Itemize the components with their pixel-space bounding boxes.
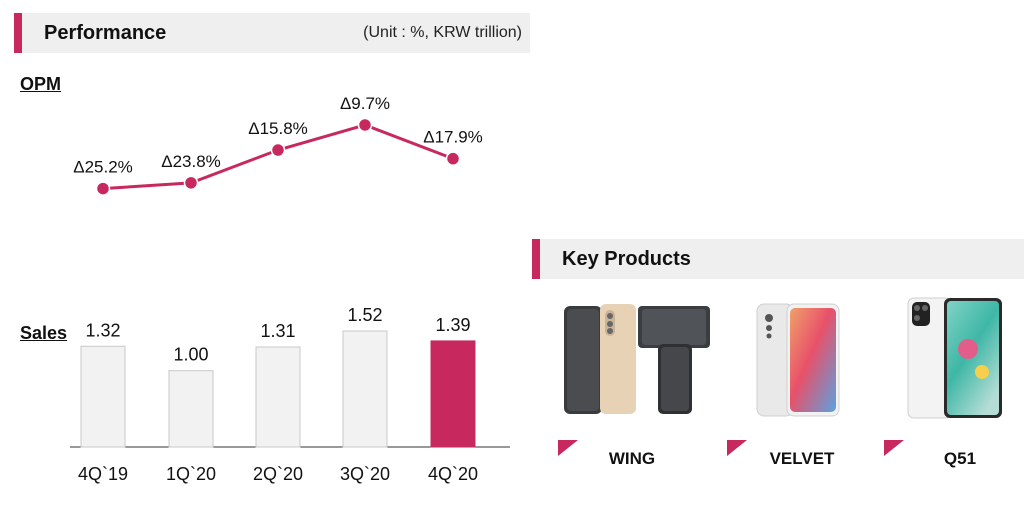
opm-data-label: Δ25.2% xyxy=(73,158,133,177)
q51-phone-image xyxy=(907,297,1002,419)
sales-tick-label: 4Q`19 xyxy=(78,464,128,484)
header-accent-bar xyxy=(14,13,22,53)
key-products-title: Key Products xyxy=(562,247,691,270)
opm-point xyxy=(357,117,373,133)
sales-tick-label: 4Q`20 xyxy=(428,464,478,484)
velvet-marker-icon xyxy=(727,440,747,456)
opm-point xyxy=(183,175,199,191)
performance-header: Performance (Unit : %, KRW trillion) xyxy=(14,13,530,53)
q51-marker-icon xyxy=(884,440,904,456)
header-accent-bar xyxy=(532,239,540,279)
sales-data-label: 1.00 xyxy=(173,345,208,365)
sales-bar xyxy=(80,345,126,448)
sales-tick-label: 2Q`20 xyxy=(253,464,303,484)
velvet-phone-image xyxy=(756,303,840,417)
opm-data-label: Δ9.7% xyxy=(340,94,390,113)
opm-chart-title: OPM xyxy=(20,74,62,94)
sales-data-label: 1.52 xyxy=(347,305,382,325)
sales-chart-title: Sales xyxy=(20,323,68,343)
wing-phone-image xyxy=(564,304,710,414)
opm-data-label: Δ23.8% xyxy=(161,152,221,171)
sales-bar xyxy=(342,330,388,448)
unit-note: (Unit : %, KRW trillion) xyxy=(363,24,522,41)
performance-title: Performance xyxy=(44,21,167,44)
opm-line-chart: Δ25.2% Δ23.8% Δ15.8% Δ9.7% Δ17.9% xyxy=(73,94,483,196)
sales-bar xyxy=(430,340,476,448)
sales-bar xyxy=(255,346,301,448)
sales-data-label: 1.32 xyxy=(85,320,120,340)
sales-tick-label: 1Q`20 xyxy=(166,464,216,484)
sales-tick-label: 3Q`20 xyxy=(340,464,390,484)
wing-marker-icon xyxy=(558,440,578,456)
sales-data-label: 1.31 xyxy=(260,321,295,341)
sales-bar-chart: 1.32 4Q`19 1.00 1Q`20 1.31 2Q`20 1.52 3Q`20 1.39… xyxy=(70,305,510,484)
opm-data-label: Δ17.9% xyxy=(423,128,483,147)
sales-bar xyxy=(168,370,214,448)
opm-point xyxy=(270,142,286,158)
product-name-q51: Q51 xyxy=(943,449,977,468)
opm-point xyxy=(95,181,111,196)
key-products-header: Key Products xyxy=(532,239,1024,279)
opm-point xyxy=(445,151,461,166)
opm-data-label: Δ15.8% xyxy=(248,119,308,138)
product-name-velvet: VELVET xyxy=(769,449,835,468)
product-name-wing: WING xyxy=(608,449,656,468)
sales-data-label: 1.39 xyxy=(435,315,470,335)
